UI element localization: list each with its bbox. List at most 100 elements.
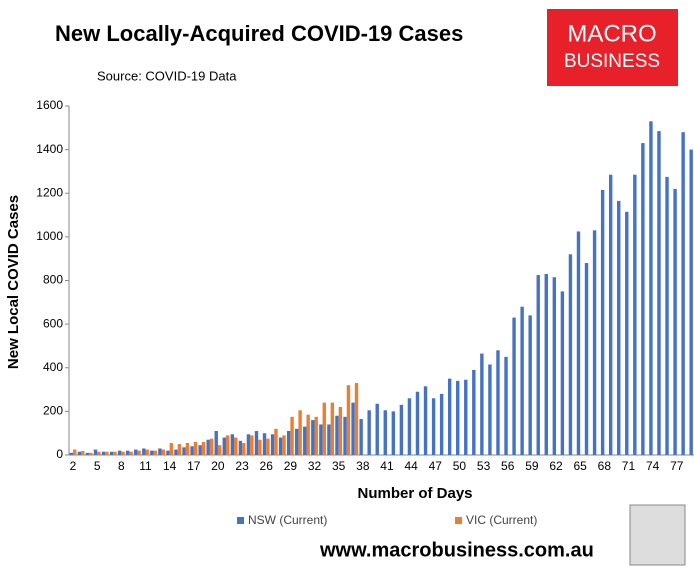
bar: [250, 435, 254, 455]
bar: [201, 441, 206, 455]
bar: [286, 431, 291, 455]
x-tick-label: 47: [429, 459, 443, 473]
bar: [496, 350, 500, 455]
bar: [528, 315, 532, 455]
bar: [415, 391, 420, 455]
x-tick-label: 62: [549, 459, 563, 473]
bar: [278, 437, 283, 455]
bar: [617, 200, 621, 455]
logo-box: [547, 9, 678, 86]
bar: [464, 379, 468, 455]
bar: [447, 378, 452, 455]
bar: [109, 451, 114, 455]
x-tick-label: 56: [501, 459, 515, 473]
chart-subtitle: Source: COVID-19 Data: [97, 68, 237, 83]
y-tick-label: 0: [56, 447, 63, 461]
bar: [134, 449, 138, 455]
bar: [225, 435, 230, 455]
legend-label: NSW (Current): [248, 513, 327, 527]
x-tick-label: 17: [187, 459, 201, 473]
bar: [206, 439, 210, 455]
bar: [351, 402, 355, 455]
bar: [330, 402, 335, 455]
bar: [145, 449, 149, 455]
x-tick-label: 65: [573, 459, 587, 473]
logo-text: BUSINESS: [564, 51, 660, 72]
bar: [343, 416, 347, 455]
bar: [488, 364, 492, 455]
bar: [177, 444, 182, 455]
x-tick-label: 32: [308, 459, 322, 473]
bar: [568, 254, 573, 455]
y-tick-label: 1200: [36, 185, 63, 199]
bar: [89, 452, 93, 455]
x-tick-label: 59: [525, 459, 539, 473]
footer: www.macrobusiness.com.au: [319, 539, 594, 561]
bar: [217, 445, 222, 455]
bar: [198, 445, 202, 455]
bar: [266, 438, 270, 455]
bar: [335, 415, 339, 455]
legend-label: VIC (Current): [466, 513, 537, 527]
x-tick-label: 74: [646, 459, 660, 473]
bar: [319, 424, 323, 455]
bar: [137, 450, 141, 455]
bar: [383, 410, 387, 455]
y-axis-title: New Local COVID Cases: [5, 195, 22, 369]
bar: [81, 451, 85, 455]
bar: [544, 273, 548, 455]
bar: [423, 386, 428, 455]
bar: [290, 416, 294, 455]
bar: [504, 356, 508, 455]
x-tick-label: 8: [118, 459, 125, 473]
bar: [174, 449, 178, 455]
bar: [230, 434, 235, 455]
x-tick-label: 14: [163, 459, 177, 473]
bar: [359, 419, 363, 455]
bar: [649, 121, 653, 456]
bar: [105, 451, 109, 455]
x-tick-label: 44: [404, 459, 418, 473]
bar: [125, 450, 130, 455]
bar: [689, 149, 693, 455]
bar: [113, 451, 117, 455]
bar: [327, 424, 331, 455]
x-tick-label: 26: [260, 459, 274, 473]
x-tick-label: 35: [332, 459, 346, 473]
bar: [560, 291, 565, 455]
legend-swatch: [237, 517, 244, 524]
bar: [625, 211, 629, 455]
bar: [182, 447, 186, 455]
bar: [576, 231, 581, 455]
bar: [608, 174, 613, 455]
bar: [93, 449, 98, 455]
bar: [209, 438, 214, 455]
x-tick-label: 53: [477, 459, 491, 473]
bar: [166, 450, 170, 455]
bar: [222, 437, 226, 455]
bar: [121, 451, 125, 455]
x-axis-title: Number of Days: [357, 485, 472, 502]
bar: [238, 440, 243, 455]
bar: [158, 448, 162, 455]
bar: [185, 443, 190, 455]
bar: [193, 441, 198, 455]
bar: [633, 174, 637, 455]
y-tick-label: 1600: [36, 98, 63, 112]
bar: [480, 353, 484, 455]
x-tick-label: 20: [211, 459, 225, 473]
bar: [262, 433, 267, 455]
logo-image: [629, 504, 686, 566]
bar: [242, 443, 246, 455]
bar: [117, 450, 122, 455]
bar: [77, 451, 82, 455]
bar: [536, 275, 540, 455]
bar: [431, 398, 436, 455]
y-tick-label: 400: [43, 360, 63, 374]
bar: [234, 437, 238, 455]
bar: [391, 411, 396, 455]
bar: [600, 189, 605, 455]
bar: [367, 410, 371, 455]
bar: [153, 450, 157, 455]
